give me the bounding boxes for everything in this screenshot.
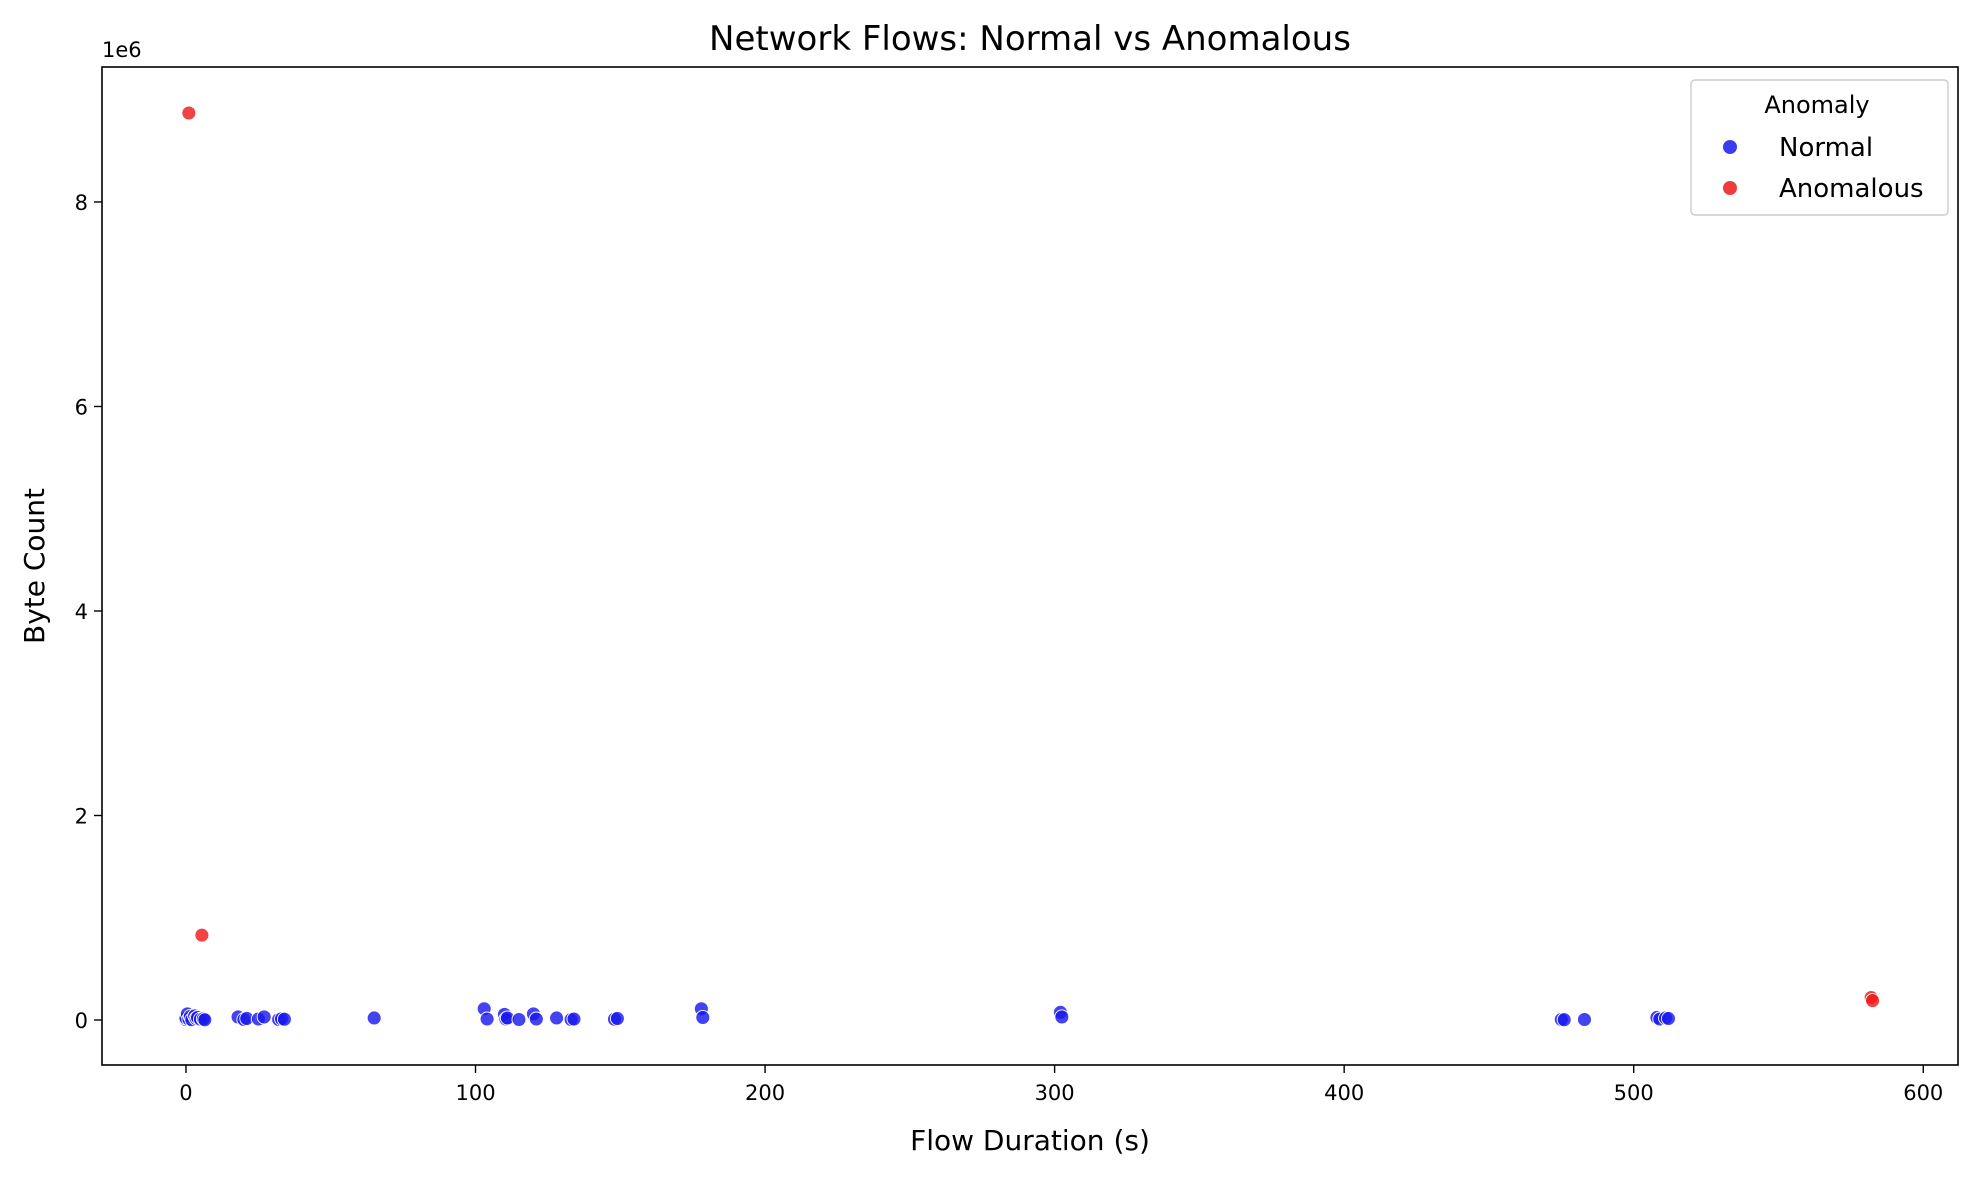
data-point-normal-11 (197, 1012, 213, 1028)
data-point-normal-28 (528, 1011, 544, 1027)
y-axis-offset-label: 1e6 (102, 38, 142, 62)
data-point-normal-44 (1660, 1011, 1676, 1026)
legend-label-normal: Normal (1779, 133, 1873, 163)
y-axis-ticks: 0 2 4 6 8 (75, 191, 102, 1033)
legend-box (1690, 79, 1949, 216)
data-point-anomalous-3 (1865, 993, 1881, 1009)
data-point-normal-33 (609, 1011, 625, 1026)
y-tick-label-1: 2 (75, 805, 88, 829)
x-axis-ticks: 0 100 200 300 400 500 600 (179, 1065, 1943, 1105)
data-point-normal-26 (511, 1012, 527, 1027)
data-point-normal-20 (366, 1010, 382, 1026)
data-point-normal-22 (479, 1011, 495, 1027)
legend-title: Anomaly (1764, 91, 1869, 119)
x-tick-label-5: 500 (1614, 1081, 1654, 1105)
data-point-normal-29 (549, 1010, 565, 1026)
chart-title: Network Flows: Normal vs Anomalous (709, 19, 1351, 59)
legend: Anomaly Normal Anomalous (1690, 79, 1949, 216)
data-point-anomalous-0 (181, 105, 197, 121)
data-point-normal-40 (1577, 1012, 1592, 1027)
data-point-normal-37 (1054, 1009, 1070, 1025)
x-axis-label: Flow Duration (s) (910, 1124, 1150, 1157)
x-tick-label-0: 0 (179, 1081, 192, 1105)
x-tick-label-1: 100 (455, 1081, 495, 1105)
data-point-normal-35 (695, 1010, 711, 1025)
data-points (178, 105, 1881, 1028)
y-tick-label-3: 6 (75, 395, 88, 419)
legend-marker-anomalous (1723, 181, 1737, 195)
data-point-normal-31 (566, 1011, 582, 1027)
y-tick-label-4: 8 (75, 191, 88, 215)
y-tick-label-0: 0 (75, 1009, 88, 1033)
data-point-normal-16 (256, 1009, 272, 1025)
legend-label-anomalous: Anomalous (1779, 174, 1924, 204)
data-point-anomalous-1 (194, 927, 210, 943)
x-tick-label-4: 400 (1324, 1081, 1364, 1105)
legend-marker-normal (1723, 140, 1737, 154)
y-axis-label: Byte Count (18, 488, 51, 644)
plot-area (101, 66, 1959, 1066)
x-tick-label-3: 300 (1035, 1081, 1075, 1105)
x-tick-label-2: 200 (745, 1081, 785, 1105)
x-tick-label-6: 600 (1903, 1081, 1943, 1105)
data-point-normal-39 (1556, 1012, 1572, 1028)
y-tick-label-2: 4 (75, 600, 88, 624)
data-point-normal-19 (276, 1011, 292, 1027)
